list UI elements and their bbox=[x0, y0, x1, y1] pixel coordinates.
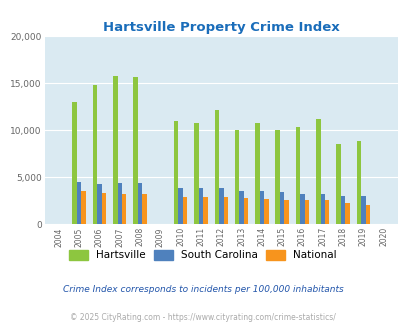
Bar bbox=[122, 194, 126, 224]
Title: Hartsville Property Crime Index: Hartsville Property Crime Index bbox=[102, 21, 339, 34]
Bar bbox=[219, 188, 223, 224]
Bar bbox=[77, 182, 81, 224]
Legend: Hartsville, South Carolina, National: Hartsville, South Carolina, National bbox=[69, 250, 336, 260]
Text: © 2025 CityRating.com - https://www.cityrating.com/crime-statistics/: © 2025 CityRating.com - https://www.city… bbox=[70, 313, 335, 322]
Bar bbox=[194, 123, 198, 224]
Bar bbox=[137, 183, 142, 224]
Bar bbox=[234, 130, 239, 224]
Bar bbox=[279, 192, 283, 224]
Bar bbox=[275, 130, 279, 224]
Bar bbox=[304, 200, 309, 224]
Bar bbox=[174, 121, 178, 224]
Bar bbox=[113, 76, 117, 224]
Bar bbox=[345, 203, 349, 224]
Bar bbox=[117, 183, 122, 224]
Bar bbox=[203, 197, 207, 224]
Bar bbox=[284, 200, 288, 224]
Bar bbox=[340, 196, 345, 224]
Bar bbox=[93, 85, 97, 224]
Bar bbox=[259, 190, 264, 224]
Bar bbox=[255, 123, 259, 224]
Bar bbox=[295, 127, 300, 224]
Bar bbox=[133, 77, 138, 224]
Bar bbox=[315, 119, 320, 224]
Bar bbox=[178, 188, 182, 224]
Bar bbox=[356, 141, 360, 224]
Bar bbox=[223, 197, 228, 224]
Bar bbox=[214, 110, 219, 224]
Bar bbox=[264, 199, 268, 224]
Bar bbox=[365, 205, 369, 224]
Text: Crime Index corresponds to incidents per 100,000 inhabitants: Crime Index corresponds to incidents per… bbox=[62, 285, 343, 294]
Bar bbox=[97, 184, 102, 224]
Bar bbox=[300, 194, 304, 224]
Bar bbox=[198, 188, 203, 224]
Bar bbox=[72, 102, 77, 224]
Bar bbox=[324, 200, 329, 224]
Bar bbox=[336, 144, 340, 224]
Bar bbox=[360, 196, 365, 224]
Bar bbox=[102, 193, 106, 224]
Bar bbox=[243, 198, 248, 224]
Bar bbox=[81, 191, 86, 224]
Bar bbox=[142, 194, 147, 224]
Bar bbox=[183, 197, 187, 224]
Bar bbox=[320, 194, 324, 224]
Bar bbox=[239, 190, 243, 224]
